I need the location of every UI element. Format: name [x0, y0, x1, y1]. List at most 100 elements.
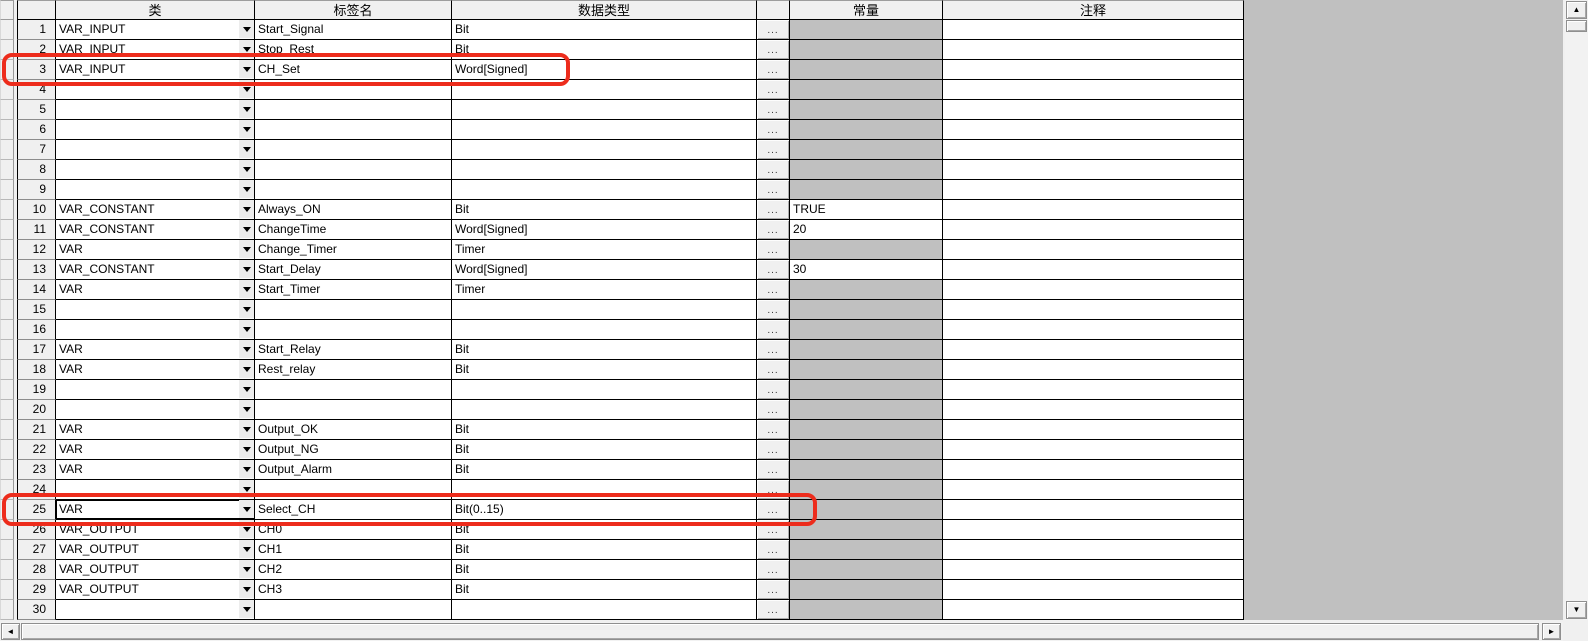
datatype-cell[interactable]: Bit	[452, 360, 757, 380]
constant-cell[interactable]	[790, 100, 943, 120]
datatype-cell[interactable]	[452, 120, 757, 140]
constant-cell[interactable]	[790, 320, 943, 340]
class-cell[interactable]: VAR_OUTPUT	[56, 580, 255, 600]
class-cell[interactable]: VAR	[56, 280, 255, 300]
datatype-browse-button[interactable]: ...	[757, 180, 790, 200]
constant-cell[interactable]	[790, 460, 943, 480]
dropdown-button[interactable]	[239, 480, 254, 498]
row-selector[interactable]	[0, 100, 14, 120]
dropdown-button[interactable]	[239, 420, 254, 438]
datatype-browse-button[interactable]: ...	[757, 600, 790, 620]
datatype-cell[interactable]: Timer	[452, 240, 757, 260]
dropdown-button[interactable]	[239, 120, 254, 138]
datatype-browse-button[interactable]: ...	[757, 440, 790, 460]
comment-cell[interactable]	[943, 180, 1244, 200]
row-number[interactable]: 27	[17, 540, 56, 560]
column-header-class[interactable]: 类	[56, 0, 255, 20]
datatype-cell[interactable]	[452, 160, 757, 180]
row-selector[interactable]	[0, 540, 14, 560]
label-cell[interactable]: Start_Signal	[255, 20, 452, 40]
datatype-cell[interactable]: Word[Signed]	[452, 60, 757, 80]
datatype-cell[interactable]: Bit	[452, 580, 757, 600]
class-cell[interactable]: VAR_CONSTANT	[56, 200, 255, 220]
row-number[interactable]: 3	[17, 60, 56, 80]
constant-cell[interactable]	[790, 340, 943, 360]
label-cell[interactable]	[255, 320, 452, 340]
row-number[interactable]: 6	[17, 120, 56, 140]
label-cell[interactable]	[255, 180, 452, 200]
constant-cell[interactable]	[790, 120, 943, 140]
class-cell[interactable]: VAR_OUTPUT	[56, 560, 255, 580]
label-cell[interactable]	[255, 100, 452, 120]
class-cell[interactable]: VAR_OUTPUT	[56, 520, 255, 540]
comment-cell[interactable]	[943, 480, 1244, 500]
datatype-browse-button[interactable]: ...	[757, 300, 790, 320]
constant-cell[interactable]	[790, 480, 943, 500]
row-selector[interactable]	[0, 240, 14, 260]
datatype-browse-button[interactable]: ...	[757, 360, 790, 380]
row-selector[interactable]	[0, 280, 14, 300]
datatype-cell[interactable]	[452, 80, 757, 100]
datatype-browse-button[interactable]: ...	[757, 260, 790, 280]
label-cell[interactable]: Output_NG	[255, 440, 452, 460]
class-cell[interactable]	[56, 120, 255, 140]
constant-cell[interactable]	[790, 160, 943, 180]
datatype-cell[interactable]	[452, 600, 757, 620]
dropdown-button[interactable]	[239, 400, 254, 418]
row-number[interactable]: 21	[17, 420, 56, 440]
vertical-scrollbar-thumb[interactable]	[1566, 20, 1587, 32]
datatype-browse-button[interactable]: ...	[757, 60, 790, 80]
constant-cell[interactable]	[790, 140, 943, 160]
class-cell[interactable]: VAR	[56, 500, 255, 520]
row-number[interactable]: 12	[17, 240, 56, 260]
row-number[interactable]: 4	[17, 80, 56, 100]
constant-cell[interactable]	[790, 400, 943, 420]
comment-cell[interactable]	[943, 320, 1244, 340]
dropdown-button[interactable]	[239, 440, 254, 458]
datatype-browse-button[interactable]: ...	[757, 80, 790, 100]
row-number[interactable]: 17	[17, 340, 56, 360]
class-cell[interactable]: VAR_OUTPUT	[56, 540, 255, 560]
row-selector[interactable]	[0, 380, 14, 400]
row-selector[interactable]	[0, 440, 14, 460]
row-selector[interactable]	[0, 180, 14, 200]
label-cell[interactable]: CH_Set	[255, 60, 452, 80]
datatype-cell[interactable]: Word[Signed]	[452, 220, 757, 240]
datatype-browse-button[interactable]: ...	[757, 280, 790, 300]
datatype-browse-button[interactable]: ...	[757, 220, 790, 240]
constant-cell[interactable]	[790, 20, 943, 40]
comment-cell[interactable]	[943, 540, 1244, 560]
class-cell[interactable]: VAR_CONSTANT	[56, 260, 255, 280]
row-number[interactable]: 9	[17, 180, 56, 200]
row-number[interactable]: 14	[17, 280, 56, 300]
constant-cell[interactable]	[790, 600, 943, 620]
datatype-cell[interactable]: Bit	[452, 200, 757, 220]
constant-cell[interactable]	[790, 240, 943, 260]
constant-cell[interactable]	[790, 500, 943, 520]
scroll-right-button[interactable]: ►	[1542, 623, 1561, 640]
datatype-browse-button[interactable]: ...	[757, 200, 790, 220]
comment-cell[interactable]	[943, 380, 1244, 400]
constant-cell[interactable]	[790, 520, 943, 540]
label-cell[interactable]	[255, 380, 452, 400]
constant-cell[interactable]	[790, 40, 943, 60]
row-selector[interactable]	[0, 360, 14, 380]
column-header-comment[interactable]: 注释	[943, 0, 1244, 20]
column-header-label[interactable]: 标签名	[255, 0, 452, 20]
scroll-up-button[interactable]: ▲	[1566, 1, 1587, 19]
dropdown-button[interactable]	[239, 240, 254, 258]
class-cell[interactable]	[56, 100, 255, 120]
datatype-browse-button[interactable]: ...	[757, 380, 790, 400]
dropdown-button[interactable]	[239, 200, 254, 218]
comment-cell[interactable]	[943, 80, 1244, 100]
label-cell[interactable]: Stop_Rest	[255, 40, 452, 60]
dropdown-button[interactable]	[239, 360, 254, 378]
dropdown-button[interactable]	[239, 320, 254, 338]
comment-cell[interactable]	[943, 100, 1244, 120]
row-selector[interactable]	[0, 140, 14, 160]
dropdown-button[interactable]	[239, 580, 254, 598]
datatype-cell[interactable]: Bit	[452, 460, 757, 480]
corner-selector-header[interactable]	[0, 0, 14, 20]
row-selector[interactable]	[0, 320, 14, 340]
datatype-cell[interactable]: Bit	[452, 40, 757, 60]
